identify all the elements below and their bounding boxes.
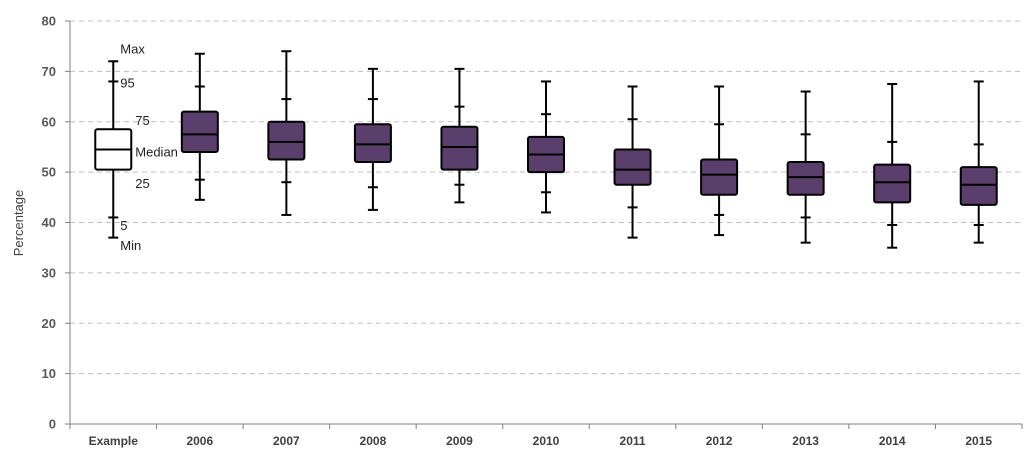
x-tick-label: 2014	[879, 434, 906, 448]
example-box	[94, 60, 133, 239]
x-tick-label: 2008	[360, 434, 387, 448]
y-tick-label: 50	[42, 165, 56, 180]
y-axis-ticks: 0 10 20 30 40 50 60 70 80	[42, 14, 70, 432]
gridlines	[70, 20, 1022, 375]
annotation-25: 25	[135, 176, 149, 191]
y-tick-label: 30	[42, 265, 56, 280]
x-axis-ticks: Example 2006 2007 2008 2009 2010 2011 2012 2013 2…	[69, 424, 1023, 448]
annotation-75: 75	[135, 113, 149, 128]
x-tick-label: 2015	[965, 434, 992, 448]
axes	[69, 21, 1022, 425]
boxes	[94, 50, 998, 249]
y-tick-label: 10	[42, 366, 56, 381]
box-2011	[613, 85, 652, 239]
x-tick-label: 2010	[533, 434, 560, 448]
example-annotations: Max 95 75 Median 25 5 Min	[120, 42, 178, 253]
box-2007	[267, 50, 306, 216]
y-tick-label: 80	[42, 14, 56, 29]
iqr-box	[353, 123, 392, 164]
x-tick-label: 2013	[792, 434, 819, 448]
iqr-box	[786, 161, 825, 196]
y-tick-label: 40	[42, 215, 56, 230]
y-tick-label: 60	[42, 114, 56, 129]
y-tick-label: 70	[42, 64, 56, 79]
iqr-box	[267, 120, 306, 161]
y-axis-label: Percentage	[11, 190, 26, 257]
annotation-min: Min	[120, 238, 141, 253]
x-tick-label: Example	[89, 434, 139, 448]
iqr-box	[440, 125, 479, 171]
x-tick-label: 2007	[273, 434, 300, 448]
annotation-max: Max	[120, 42, 145, 57]
x-tick-label: 2012	[706, 434, 733, 448]
iqr-box	[700, 158, 739, 196]
iqr-box	[180, 110, 219, 153]
x-tick-label: 2006	[186, 434, 213, 448]
iqr-box	[959, 166, 998, 206]
x-tick-label: 2011	[620, 434, 646, 448]
box-2010	[527, 80, 565, 214]
box-2015	[959, 80, 998, 244]
box-2014	[873, 82, 912, 249]
box-2008	[353, 67, 392, 211]
y-tick-label: 0	[49, 417, 56, 432]
box-2009	[440, 67, 479, 204]
y-tick-label: 20	[42, 316, 56, 331]
x-tick-label: 2009	[446, 434, 473, 448]
box-2012	[700, 85, 739, 237]
box-2013	[786, 90, 825, 244]
iqr-box	[873, 163, 912, 204]
box-2006	[180, 52, 219, 201]
iqr-box	[613, 148, 652, 186]
annotation-median: Median	[135, 144, 178, 159]
annotation-95: 95	[120, 75, 134, 90]
annotation-5: 5	[120, 218, 127, 233]
